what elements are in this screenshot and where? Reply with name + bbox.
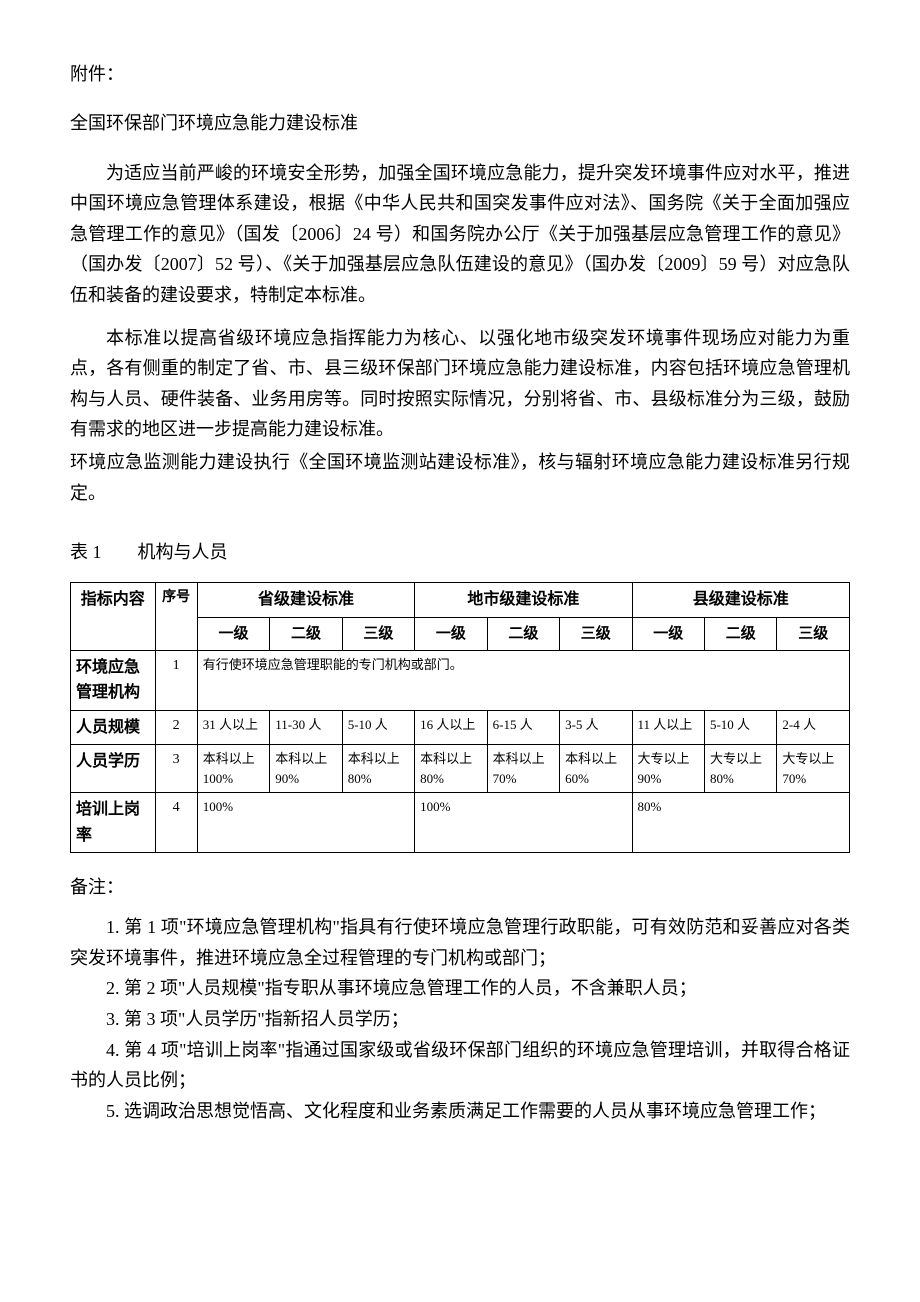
cell: 6-15 人	[487, 710, 559, 745]
cell-indicator: 人员规模	[71, 710, 156, 745]
attachment-label: 附件：	[70, 60, 850, 89]
cell-indicator: 人员学历	[71, 745, 156, 793]
cell: 大专以上 70%	[777, 745, 850, 793]
table-row: 人员学历 3 本科以上 100% 本科以上 90% 本科以上 80% 本科以上 …	[71, 745, 850, 793]
cell-indicator: 培训上岗率	[71, 793, 156, 853]
cell-seq: 4	[155, 793, 197, 853]
th-county-l3: 三级	[777, 617, 850, 650]
note-item: 2. 第 2 项"人员规模"指专职从事环境应急管理工作的人员，不含兼职人员；	[70, 973, 850, 1004]
paragraph-2: 本标准以提高省级环境应急指挥能力为核心、以强化地市级突发环境事件现场应对能力为重…	[70, 323, 850, 445]
cell: 11-30 人	[270, 710, 342, 745]
paragraph-3: 环境应急监测能力建设执行《全国环境监测站建设标准》，核与辐射环境应急能力建设标准…	[70, 447, 850, 508]
table-header-row-1: 指标内容 序号 省级建设标准 地市级建设标准 县级建设标准	[71, 582, 850, 617]
th-prov-l1: 一级	[197, 617, 269, 650]
cell: 2-4 人	[777, 710, 850, 745]
notes-label: 备注：	[70, 873, 850, 902]
cell-indicator: 环境应急管理机构	[71, 650, 156, 710]
paragraph-1: 为适应当前严峻的环境安全形势，加强全国环境应急能力，提升突发环境事件应对水平，推…	[70, 158, 850, 311]
cell-seq: 3	[155, 745, 197, 793]
cell: 5-10 人	[342, 710, 414, 745]
cell: 5-10 人	[704, 710, 776, 745]
cell: 31 人以上	[197, 710, 269, 745]
cell: 大专以上 80%	[704, 745, 776, 793]
th-prov-l2: 二级	[270, 617, 342, 650]
th-county: 县级建设标准	[632, 582, 849, 617]
cell: 3-5 人	[560, 710, 632, 745]
table-row: 环境应急管理机构 1 有行使环境应急管理职能的专门机构或部门。	[71, 650, 850, 710]
th-city-l1: 一级	[415, 617, 487, 650]
cell-seq: 2	[155, 710, 197, 745]
cell: 本科以上 80%	[342, 745, 414, 793]
th-city-l2: 二级	[487, 617, 559, 650]
cell: 本科以上 60%	[560, 745, 632, 793]
th-city-l3: 三级	[560, 617, 632, 650]
cell-group: 100%	[415, 793, 632, 853]
cell: 本科以上 70%	[487, 745, 559, 793]
th-indicator: 指标内容	[71, 582, 156, 650]
table-row: 人员规模 2 31 人以上 11-30 人 5-10 人 16 人以上 6-15…	[71, 710, 850, 745]
document-title: 全国环保部门环境应急能力建设标准	[70, 109, 850, 138]
table-row: 培训上岗率 4 100% 100% 80%	[71, 793, 850, 853]
cell-group: 100%	[197, 793, 414, 853]
th-prov: 省级建设标准	[197, 582, 414, 617]
cell-seq: 1	[155, 650, 197, 710]
cell: 本科以上 80%	[415, 745, 487, 793]
table-org-personnel: 指标内容 序号 省级建设标准 地市级建设标准 县级建设标准 一级 二级 三级 一…	[70, 582, 850, 854]
th-county-l2: 二级	[704, 617, 776, 650]
cell: 本科以上 90%	[270, 745, 342, 793]
cell-merged: 有行使环境应急管理职能的专门机构或部门。	[197, 650, 849, 710]
th-city: 地市级建设标准	[415, 582, 632, 617]
table-caption: 表 1 机构与人员	[70, 538, 850, 567]
th-prov-l3: 三级	[342, 617, 414, 650]
note-item: 1. 第 1 项"环境应急管理机构"指具有行使环境应急管理行政职能，可有效防范和…	[70, 912, 850, 973]
note-item: 3. 第 3 项"人员学历"指新招人员学历；	[70, 1004, 850, 1035]
cell: 16 人以上	[415, 710, 487, 745]
th-county-l1: 一级	[632, 617, 704, 650]
cell: 本科以上 100%	[197, 745, 269, 793]
note-item: 5. 选调政治思想觉悟高、文化程度和业务素质满足工作需要的人员从事环境应急管理工…	[70, 1096, 850, 1127]
note-item: 4. 第 4 项"培训上岗率"指通过国家级或省级环保部门组织的环境应急管理培训，…	[70, 1035, 850, 1096]
cell: 11 人以上	[632, 710, 704, 745]
cell: 大专以上 90%	[632, 745, 704, 793]
th-seq: 序号	[155, 582, 197, 650]
cell-group: 80%	[632, 793, 849, 853]
